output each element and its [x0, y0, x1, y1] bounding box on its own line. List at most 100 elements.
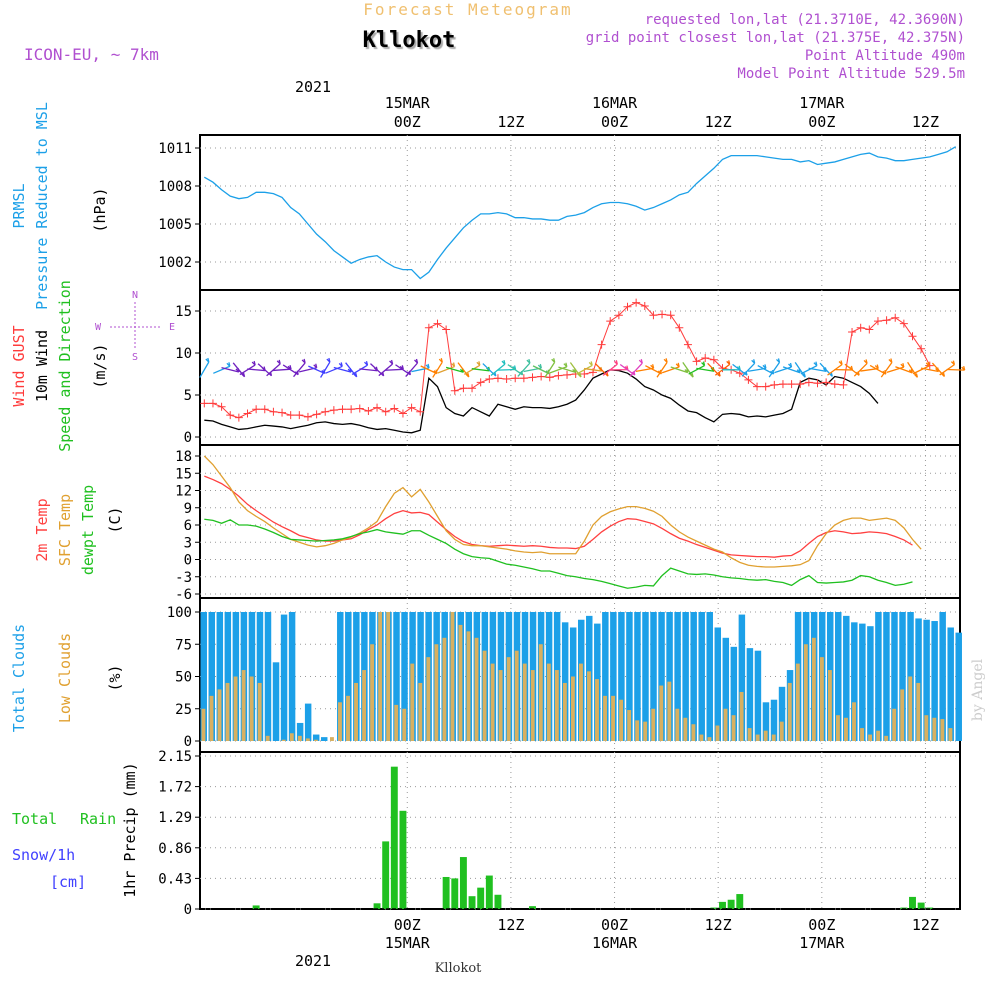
- wind-arrow: [345, 362, 358, 378]
- wind-panel: 0 5 10 15: [175, 289, 966, 446]
- wind-ytick-label: 5: [184, 388, 192, 404]
- low-cloud-bar: [402, 708, 407, 741]
- low-cloud-bar: [723, 708, 728, 741]
- low-cloud-bar: [522, 663, 527, 741]
- wind-arrow: [273, 365, 292, 372]
- wind-arrow: [405, 358, 419, 378]
- gust-marker: [321, 407, 330, 416]
- total-cloud-bar: [859, 623, 866, 741]
- total-cloud-bar: [915, 618, 922, 741]
- low-cloud-bar: [514, 650, 519, 741]
- wind-arrow: [517, 358, 531, 377]
- grid-point-coords: grid point closest lon,lat (21.375E, 42.…: [586, 30, 965, 46]
- gust-marker: [243, 409, 252, 418]
- low-cloud-bar: [338, 702, 342, 741]
- wind-arrow: [670, 366, 689, 374]
- precip-total-label: Total: [12, 810, 57, 828]
- gust-marker: [226, 411, 235, 420]
- wind-arrow: [774, 362, 793, 374]
- wind-arrow: [437, 362, 456, 374]
- low-cloud-bar: [217, 689, 222, 741]
- total-cloud-bar: [931, 621, 938, 741]
- wind-arrow: [853, 359, 868, 377]
- total-cloud-bar: [762, 702, 770, 741]
- low-cloud-bar: [667, 681, 672, 741]
- gust-marker: [511, 374, 520, 383]
- low-cloud-bar: [627, 710, 632, 741]
- wind-ytick-label: 15: [175, 304, 192, 320]
- total-cloud-bar: [256, 612, 264, 741]
- low-cloud-bar: [763, 730, 768, 741]
- low-cloud-bar: [924, 715, 929, 741]
- gust-marker: [580, 370, 589, 378]
- low-cloud-bar: [362, 670, 367, 741]
- top-hour-label: 00Z: [601, 113, 628, 131]
- wind-arrow: [661, 362, 680, 374]
- gust-marker: [433, 319, 442, 328]
- precip-panel: 0 0.43 0.86 1.29 1.72 2.15: [158, 749, 961, 918]
- low-cloud-bar: [932, 717, 937, 741]
- total-cloud-bar: [778, 686, 786, 741]
- low-cloud-bar: [450, 612, 455, 741]
- pressure-line: [203, 146, 957, 280]
- gust-marker: [468, 384, 477, 393]
- low-cloud-bar: [827, 670, 832, 741]
- gust-marker: [416, 407, 425, 416]
- wind-arrow: [741, 359, 756, 377]
- bottom-hour-label: 12Z: [497, 916, 524, 934]
- total-cloud-bar: [208, 612, 216, 741]
- total-cloud-bar: [706, 612, 713, 741]
- total-cloud-bar: [280, 614, 288, 741]
- precip-unit: 1hr Precip (mm): [121, 762, 139, 897]
- gust-marker: [787, 380, 796, 389]
- wind-arrow: [629, 359, 643, 377]
- low-cloud-bar: [731, 715, 736, 741]
- total-cloud-bar: [264, 612, 272, 741]
- rain-bar: [529, 906, 536, 909]
- low-cloud-bar: [482, 650, 487, 741]
- low-cloud-bar: [490, 663, 495, 741]
- rain-bar: [442, 876, 450, 909]
- footer-location: Kllokot: [435, 961, 483, 976]
- gust-marker: [390, 404, 399, 413]
- gust-marker: [329, 406, 338, 415]
- gust-marker: [398, 409, 407, 418]
- temperature-ytick-label: 9: [184, 501, 192, 517]
- low-cloud-bar: [466, 631, 471, 741]
- wind-arrow: [333, 366, 352, 373]
- low-cloud-bar: [683, 717, 688, 741]
- low-cloud-bar: [691, 724, 696, 741]
- low-cloud-bar: [442, 637, 447, 741]
- total-clouds-label: Total Clouds: [10, 624, 28, 732]
- low-cloud-bar: [209, 695, 214, 741]
- temperature-ytick-label: 15: [175, 466, 192, 482]
- wind-arrow: [576, 361, 593, 375]
- gust-marker: [692, 357, 701, 366]
- low-cloud-bar: [378, 612, 383, 741]
- bottom-year: 2021: [295, 952, 331, 970]
- top-date-label: 17MAR: [799, 94, 845, 112]
- gust-marker: [709, 355, 718, 364]
- low-cloud-bar: [330, 737, 334, 741]
- wind-arrow: [266, 359, 281, 377]
- wind-arrow: [782, 366, 801, 374]
- compass-w: W: [95, 322, 102, 333]
- wind-gust-line: [204, 302, 931, 419]
- wind-arrow: [895, 366, 913, 374]
- total-cloud-bar: [770, 699, 778, 741]
- top-hour-label: 12Z: [912, 113, 939, 131]
- pressure-label-msl: Pressure Reduced to MSL: [33, 102, 51, 310]
- wind-arrow: [320, 357, 331, 378]
- gust-marker: [381, 407, 390, 416]
- rain-bar: [917, 902, 925, 909]
- gust-marker: [865, 325, 874, 334]
- rain-bar: [719, 901, 726, 909]
- temp-labels: 2m Temp SFC Temp dewpt Temp (C): [33, 485, 124, 575]
- total-cloud-bar: [899, 612, 906, 741]
- low-cloud-bar: [530, 670, 535, 741]
- wind-labels: Wind GUST 10m Wind Speed and Direction (…: [10, 280, 175, 452]
- wind-arrow: [293, 358, 306, 378]
- total-cloud-bar: [883, 612, 890, 741]
- rain-bar: [451, 878, 459, 909]
- pressure-ytick-label: 1011: [158, 141, 192, 157]
